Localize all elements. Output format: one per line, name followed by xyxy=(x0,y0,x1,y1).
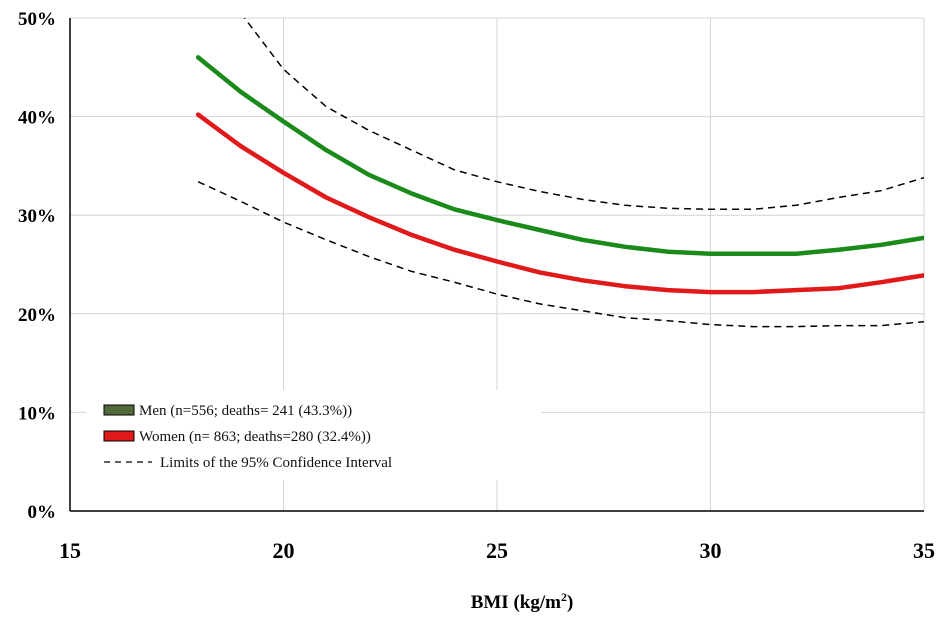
series-line-women xyxy=(195,112,924,295)
x-axis-label: BMI (kg/m2) xyxy=(471,590,574,613)
legend: Men (n=556; deaths= 241 (43.3%)) Women (n… xyxy=(86,390,541,480)
axes xyxy=(69,18,924,512)
y-tick-label: 10% xyxy=(18,403,56,424)
y-tick-label: 30% xyxy=(18,206,56,227)
legend-entry: Men (n=556; deaths= 241 (43.3%)) xyxy=(139,403,352,419)
y-tick-label: 0% xyxy=(28,502,57,523)
y-tick-label: 50% xyxy=(18,9,56,30)
x-tick-label: 15 xyxy=(59,538,81,563)
y-tick-label: 40% xyxy=(18,108,56,129)
lower-ci-line xyxy=(197,181,924,328)
y-tick-label: 20% xyxy=(18,305,56,326)
series-line-men xyxy=(195,55,924,256)
legend-swatch xyxy=(103,404,135,416)
legend-entry: Limits of the 95% Confidence Interval xyxy=(160,455,392,471)
x-tick-label: 20 xyxy=(273,538,295,563)
x-tick-label: 30 xyxy=(700,538,722,563)
legend-background xyxy=(86,390,541,480)
upper-ci-line xyxy=(243,18,924,211)
x-axis-label-superscript: 2 xyxy=(561,590,567,604)
x-axis-label-end: ) xyxy=(567,592,573,613)
x-axis-label-main: BMI (kg/m xyxy=(471,592,561,613)
legend-swatch xyxy=(103,430,135,442)
x-tick-label: 35 xyxy=(913,538,935,563)
tick-labels: 0% 10% 20% 30% 40% 50% 15 20 25 30 35 xyxy=(18,9,935,563)
legend-entry: Women (n= 863; deaths=280 (32.4%)) xyxy=(139,429,371,445)
series-group xyxy=(195,18,924,328)
x-tick-label: 25 xyxy=(486,538,508,563)
